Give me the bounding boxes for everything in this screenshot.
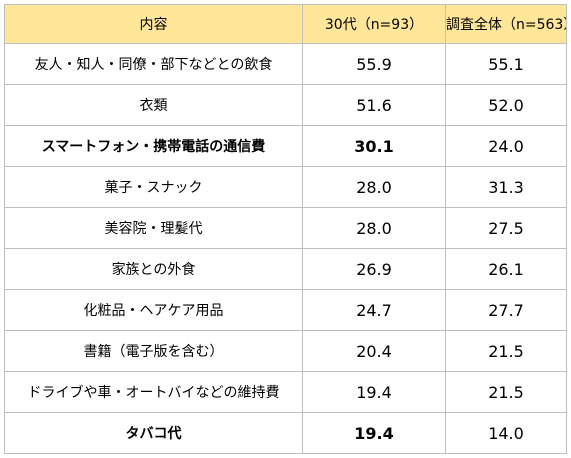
row-item-label: スマートフォン・携帯電話の通信費 — [4, 125, 303, 167]
row-value-age30s: 19.4 — [302, 412, 446, 454]
row-item-label: 友人・知人・同僚・部下などとの飲食 — [4, 43, 303, 85]
row-item-label: タバコ代 — [4, 412, 303, 454]
spending-table: 内容 30代（n=93） 調査全体（n=563） 友人・知人・同僚・部下などとの… — [4, 4, 567, 454]
row-value-total: 27.7 — [445, 289, 567, 331]
row-value-age30s: 28.0 — [302, 207, 446, 249]
table-row: 美容院・理髪代 28.0 27.5 — [4, 207, 567, 249]
row-value-age30s: 20.4 — [302, 330, 446, 372]
header-age30s: 30代（n=93） — [302, 4, 446, 44]
row-value-age30s: 30.1 — [302, 125, 446, 167]
row-value-age30s: 24.7 — [302, 289, 446, 331]
table-row: 家族との外食 26.9 26.1 — [4, 248, 567, 290]
row-item-label: 化粧品・ヘアケア用品 — [4, 289, 303, 331]
row-value-age30s: 51.6 — [302, 84, 446, 126]
table-row: 菓子・スナック 28.0 31.3 — [4, 166, 567, 208]
row-value-total: 24.0 — [445, 125, 567, 167]
header-item: 内容 — [4, 4, 303, 44]
row-value-age30s: 19.4 — [302, 371, 446, 413]
row-item-label: 菓子・スナック — [4, 166, 303, 208]
row-item-label: 美容院・理髪代 — [4, 207, 303, 249]
table-row: 友人・知人・同僚・部下などとの飲食 55.9 55.1 — [4, 43, 567, 85]
row-value-total: 21.5 — [445, 330, 567, 372]
row-value-total: 55.1 — [445, 43, 567, 85]
row-value-total: 26.1 — [445, 248, 567, 290]
table-row: 衣類 51.6 52.0 — [4, 84, 567, 126]
table-row: スマートフォン・携帯電話の通信費 30.1 24.0 — [4, 125, 567, 167]
table-row: ドライブや車・オートバイなどの維持費 19.4 21.5 — [4, 371, 567, 413]
row-value-age30s: 26.9 — [302, 248, 446, 290]
table-body: 友人・知人・同僚・部下などとの飲食 55.9 55.1 衣類 51.6 52.0 スマートフ… — [4, 43, 567, 454]
header-total: 調査全体（n=563） — [445, 4, 567, 44]
table-row: 化粧品・ヘアケア用品 24.7 27.7 — [4, 289, 567, 331]
row-value-total: 52.0 — [445, 84, 567, 126]
row-item-label: 衣類 — [4, 84, 303, 126]
row-value-age30s: 28.0 — [302, 166, 446, 208]
row-item-label: 書籍（電子版を含む） — [4, 330, 303, 372]
table-header-row: 内容 30代（n=93） 調査全体（n=563） — [4, 4, 567, 44]
table-container: 内容 30代（n=93） 調査全体（n=563） 友人・知人・同僚・部下などとの… — [4, 4, 567, 454]
row-value-total: 21.5 — [445, 371, 567, 413]
row-value-age30s: 55.9 — [302, 43, 446, 85]
table-row: 書籍（電子版を含む） 20.4 21.5 — [4, 330, 567, 372]
row-value-total: 31.3 — [445, 166, 567, 208]
row-item-label: ドライブや車・オートバイなどの維持費 — [4, 371, 303, 413]
row-value-total: 27.5 — [445, 207, 567, 249]
row-value-total: 14.0 — [445, 412, 567, 454]
row-item-label: 家族との外食 — [4, 248, 303, 290]
table-row: タバコ代 19.4 14.0 — [4, 412, 567, 454]
